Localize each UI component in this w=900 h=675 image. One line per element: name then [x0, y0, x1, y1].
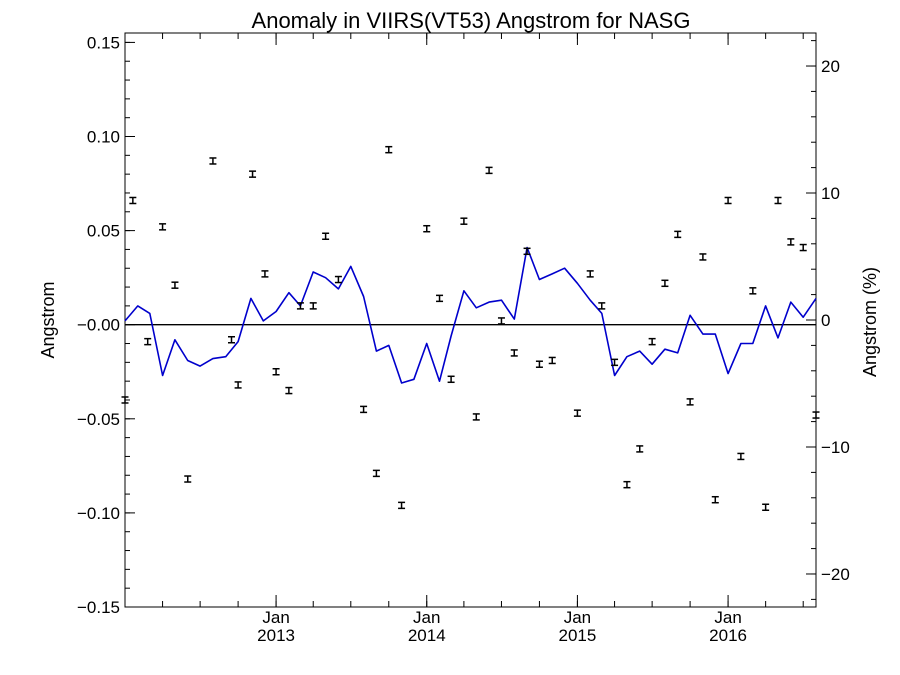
error-bar-point-17 [360, 405, 368, 414]
error-bar-point-49 [787, 238, 795, 246]
plot-frame [124, 32, 817, 608]
error-bar-point-1 [129, 196, 137, 205]
error-bar-point-26 [485, 166, 493, 175]
error-bar-point-30 [535, 360, 543, 368]
x-tick-label-2: Jan [564, 608, 591, 627]
error-bar-point-29 [523, 247, 531, 256]
error-bar-point-9 [249, 170, 257, 178]
error-bar-point-20 [398, 501, 406, 510]
error-bar-point-37 [636, 445, 644, 453]
chart-title: Anomaly in VIIRS(VT53) Angstrom for NASG [252, 8, 691, 33]
y2-tick-label-4: −20 [821, 565, 850, 584]
error-bar-point-19 [385, 145, 393, 154]
error-bar-point-13 [296, 302, 304, 310]
error-bar-point-31 [548, 356, 556, 365]
error-bar-point-51 [812, 411, 820, 419]
error-bar-point-6 [209, 157, 217, 165]
error-bar-point-35 [611, 358, 619, 367]
y2-tick-label-2: 0 [821, 311, 830, 330]
x-tick-label-3: Jan [714, 608, 741, 627]
error-bar-point-43 [711, 495, 719, 504]
error-bar-point-40 [674, 230, 682, 239]
error-bar-point-44 [724, 196, 732, 205]
anomaly-line-series [124, 246, 817, 384]
error-bar-point-27 [497, 317, 505, 325]
error-bar-point-33 [586, 270, 594, 278]
error-bar-point-38 [648, 337, 656, 346]
error-bar-point-48 [774, 196, 782, 205]
error-bar-point-39 [661, 279, 669, 288]
error-bar-point-3 [159, 223, 167, 231]
error-bar-point-36 [623, 480, 631, 489]
x-tick-label-1: Jan [413, 608, 440, 627]
error-bar-point-28 [510, 349, 518, 357]
y2-tick-label-0: 20 [821, 57, 840, 76]
error-bar-point-50 [799, 243, 807, 252]
error-bar-point-10 [261, 270, 269, 278]
y2-tick-label-1: 10 [821, 184, 840, 203]
error-bar-point-42 [699, 253, 707, 261]
error-bar-point-46 [749, 287, 757, 295]
y-tick-label-6: −0.15 [77, 598, 120, 617]
plot-area: 0.15 0.10 0.05 −0.00 −0.05 −0.10 −0.15 20 10 0 −10… [77, 32, 850, 645]
y-tick-label-1: 0.10 [87, 128, 120, 147]
y-tick-label-3: −0.00 [77, 316, 120, 335]
error-bar-point-34 [598, 302, 606, 310]
error-bar-point-4 [171, 281, 179, 289]
y-tick-label-4: −0.05 [77, 410, 120, 429]
y-tick-label-0: 0.15 [87, 33, 120, 52]
y-tick-label-2: 0.05 [87, 222, 120, 241]
error-bar-point-2 [144, 337, 152, 346]
y-tick-label-5: −0.10 [77, 504, 120, 523]
error-bar-point-47 [762, 503, 770, 512]
x-tick-year-3: 2016 [709, 626, 747, 645]
error-bar-point-7 [227, 336, 235, 344]
error-bar-point-18 [372, 469, 380, 478]
error-bar-point-11 [272, 368, 280, 376]
error-bar-point-0 [121, 396, 129, 404]
error-bar-point-21 [423, 224, 431, 233]
error-bar-point-8 [234, 381, 242, 389]
y-axis-label: Angstrom [38, 281, 58, 358]
error-bar-point-45 [737, 452, 745, 461]
x-tick-label-0: Jan [262, 608, 289, 627]
error-bar-point-32 [573, 409, 581, 417]
error-bar-point-12 [285, 386, 293, 395]
x-tick-year-2: 2015 [558, 626, 596, 645]
error-bar-point-24 [460, 217, 468, 225]
x-tick-year-1: 2014 [408, 626, 446, 645]
error-bar-point-15 [322, 232, 330, 241]
error-bar-point-23 [447, 375, 455, 384]
error-bar-point-5 [184, 475, 192, 483]
error-bar-point-41 [686, 398, 694, 406]
error-bar-point-14 [309, 302, 317, 310]
y2-axis-label: Angstrom (%) [860, 267, 880, 377]
x-tick-year-0: 2013 [257, 626, 295, 645]
error-bar-point-16 [334, 275, 342, 284]
y2-tick-label-3: −10 [821, 438, 850, 457]
error-bar-point-22 [436, 294, 444, 303]
error-bar-point-25 [472, 413, 480, 421]
